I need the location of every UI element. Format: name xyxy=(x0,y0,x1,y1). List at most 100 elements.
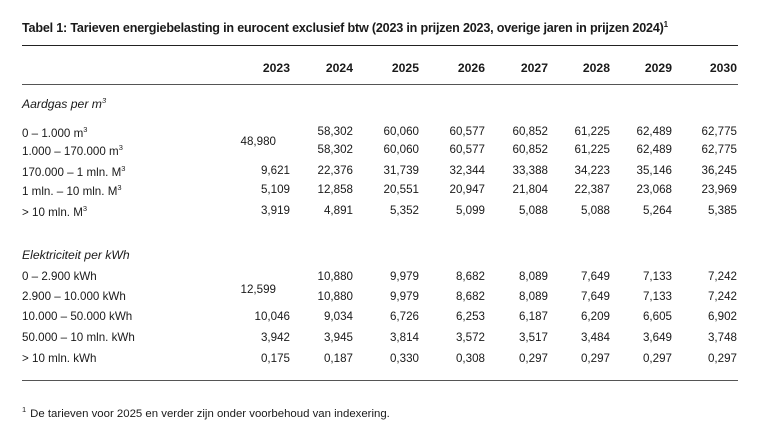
gas-cell-2028: 34,223 xyxy=(574,164,610,177)
column-header-2028: 2028 xyxy=(582,61,610,75)
gas-cell-2029: 5,264 xyxy=(642,204,672,217)
elec-cell-2030: 7,242 xyxy=(707,290,737,303)
column-header-2030: 2030 xyxy=(709,61,737,75)
gas-cell-2027: 33,388 xyxy=(512,164,548,177)
section-heading-electricity: Elektriciteit per kWh xyxy=(22,248,130,262)
elec-cell-2026: 3,572 xyxy=(455,331,485,344)
gas-cell-2030: 5,385 xyxy=(707,204,737,217)
elec-cell-2028: 3,484 xyxy=(580,331,610,344)
gas-cell-2028: 22,387 xyxy=(574,183,610,196)
gas-cell-2025: 31,739 xyxy=(383,164,419,177)
column-header-2026: 2026 xyxy=(457,61,485,75)
gas-cell-2023: 5,109 xyxy=(260,183,290,196)
gas-cell-2028: 61,225 xyxy=(574,125,610,138)
gas-cell-2023: 9,621 xyxy=(260,164,290,177)
gas-cell-2030: 23,969 xyxy=(701,183,737,196)
gas-cell-2026: 60,577 xyxy=(449,125,485,138)
column-header-2024: 2024 xyxy=(325,61,353,75)
elec-cell-2028: 7,649 xyxy=(580,290,610,303)
elec-cell-2026: 8,682 xyxy=(455,290,485,303)
gas-cell-2030: 62,775 xyxy=(701,143,737,156)
elec-cell-2026: 8,682 xyxy=(455,270,485,283)
elec-row-label: 0 – 2.900 kWh xyxy=(22,270,97,283)
elec-cell-2025: 3,814 xyxy=(389,331,419,344)
table-title: Tabel 1: Tarieven energiebelasting in eu… xyxy=(22,20,668,36)
gas-row-label: 1.000 – 170.000 m3 xyxy=(22,143,123,158)
gas-cell-2027: 60,852 xyxy=(512,143,548,156)
gas-cell-2025: 60,060 xyxy=(383,143,419,156)
elec-cell-2028: 7,649 xyxy=(580,270,610,283)
elec-cell-2027: 8,089 xyxy=(518,270,548,283)
elec-cell-2029: 7,133 xyxy=(642,290,672,303)
gas-cell-2027: 60,852 xyxy=(512,125,548,138)
elec-cell-2030: 0,297 xyxy=(707,352,737,365)
elec-cell-2030: 7,242 xyxy=(707,270,737,283)
elec-row-label: 2.900 – 10.000 kWh xyxy=(22,290,126,303)
gas-row-label: > 10 mln. M3 xyxy=(22,204,88,219)
elec-cell-2025: 6,726 xyxy=(389,310,419,323)
elec-cell-2024: 10,880 xyxy=(317,270,353,283)
gas-cell-2024: 22,376 xyxy=(317,164,353,177)
gas-cell-2025: 20,551 xyxy=(383,183,419,196)
gas-cell-2026: 32,344 xyxy=(449,164,485,177)
elec-cell-2028: 0,297 xyxy=(580,352,610,365)
header-rule xyxy=(22,84,738,85)
column-header-2027: 2027 xyxy=(520,61,548,75)
gas-cell-2027: 5,088 xyxy=(518,204,548,217)
elec-cell-2029: 3,649 xyxy=(642,331,672,344)
gas-cell-2030: 62,775 xyxy=(701,125,737,138)
elec-cell-2023: 0,175 xyxy=(260,352,290,365)
elec-cell-2026: 0,308 xyxy=(455,352,485,365)
elec-cell-2025: 9,979 xyxy=(389,290,419,303)
column-header-2029: 2029 xyxy=(644,61,672,75)
bottom-rule xyxy=(22,380,738,381)
section-heading-gas: Aardgas per m3 xyxy=(22,96,107,112)
footnote: 1 De tarieven voor 2025 en verder zijn on… xyxy=(22,405,390,420)
elec-cell-2027: 8,089 xyxy=(518,290,548,303)
elec-cell-2025: 9,979 xyxy=(389,270,419,283)
elec-cell-2026: 6,253 xyxy=(455,310,485,323)
gas-cell-2026: 20,947 xyxy=(449,183,485,196)
elec-cell-2024: 3,945 xyxy=(323,331,353,344)
elec-cell-2030: 6,902 xyxy=(707,310,737,323)
gas-row-label: 1 mln. – 10 mln. M3 xyxy=(22,183,122,198)
elec-cell-2030: 3,748 xyxy=(707,331,737,344)
column-header-2023: 2023 xyxy=(262,61,290,75)
elec-cell-2025: 0,330 xyxy=(389,352,419,365)
gas-cell-2026: 60,577 xyxy=(449,143,485,156)
gas-cell-2023: 3,919 xyxy=(260,204,290,217)
top-rule xyxy=(22,45,738,46)
gas-cell-2026: 5,099 xyxy=(455,204,485,217)
elec-cell-2023: 3,942 xyxy=(260,331,290,344)
gas-cell-2029: 35,146 xyxy=(636,164,672,177)
gas-cell-2029: 62,489 xyxy=(636,143,672,156)
gas-cell-2029: 62,489 xyxy=(636,125,672,138)
elec-row-label: 50.000 – 10 mln. kWh xyxy=(22,331,135,344)
gas-cell-2030: 36,245 xyxy=(701,164,737,177)
elec-cell-2029: 7,133 xyxy=(642,270,672,283)
gas-cell-2028: 5,088 xyxy=(580,204,610,217)
gas-cell-2029: 23,068 xyxy=(636,183,672,196)
elec-merged-2023: 12,599 xyxy=(240,283,276,296)
gas-cell-2025: 60,060 xyxy=(383,125,419,138)
elec-cell-2027: 6,187 xyxy=(518,310,548,323)
elec-cell-2024: 10,880 xyxy=(317,290,353,303)
gas-cell-2027: 21,804 xyxy=(512,183,548,196)
elec-cell-2027: 0,297 xyxy=(518,352,548,365)
gas-cell-2024: 58,302 xyxy=(317,125,353,138)
gas-row-label: 170.000 – 1 mln. M3 xyxy=(22,164,126,179)
gas-merged-2023: 48,980 xyxy=(240,135,276,148)
elec-cell-2029: 6,605 xyxy=(642,310,672,323)
elec-cell-2023: 10,046 xyxy=(254,310,290,323)
elec-row-label: 10.000 – 50.000 kWh xyxy=(22,310,133,323)
elec-cell-2024: 9,034 xyxy=(323,310,353,323)
elec-cell-2024: 0,187 xyxy=(323,352,353,365)
gas-cell-2028: 61,225 xyxy=(574,143,610,156)
column-header-2025: 2025 xyxy=(391,61,419,75)
gas-cell-2024: 4,891 xyxy=(323,204,353,217)
elec-cell-2027: 3,517 xyxy=(518,331,548,344)
elec-cell-2029: 0,297 xyxy=(642,352,672,365)
gas-cell-2024: 12,858 xyxy=(317,183,353,196)
gas-cell-2024: 58,302 xyxy=(317,143,353,156)
gas-row-label: 0 – 1.000 m3 xyxy=(22,125,88,140)
